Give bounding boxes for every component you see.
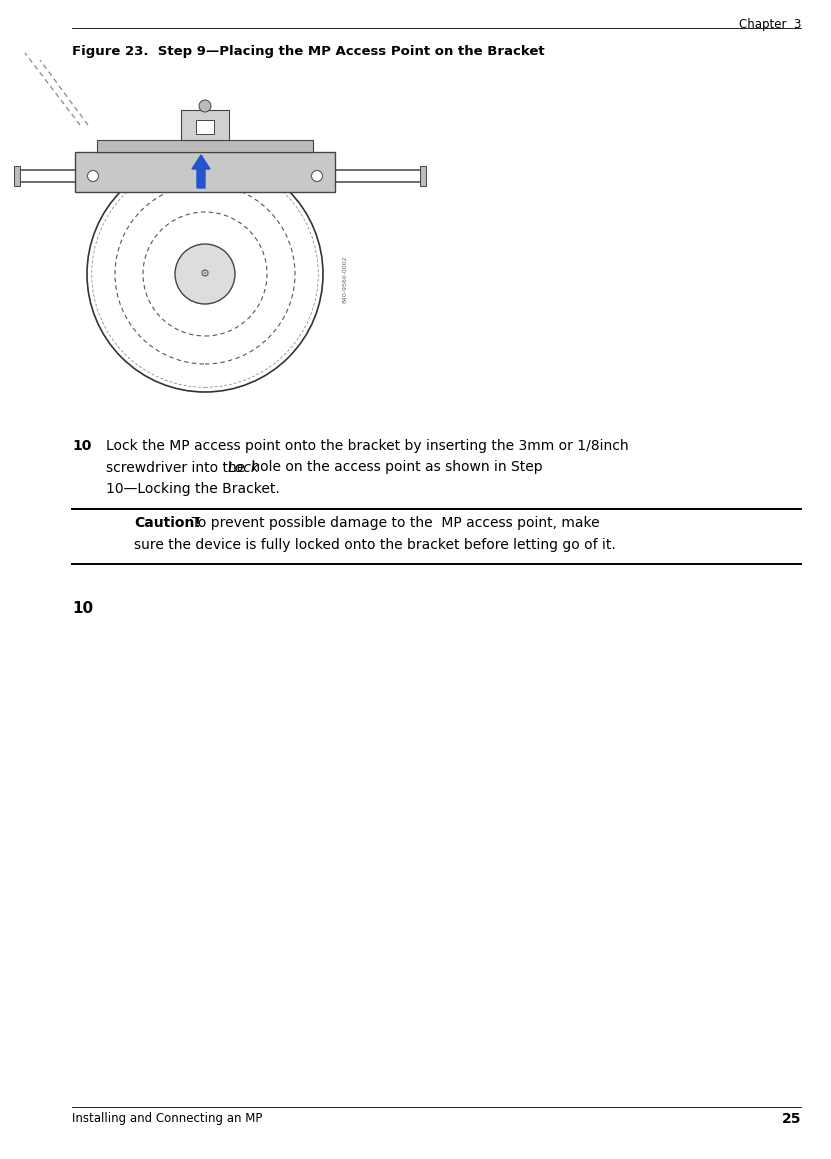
Text: Lock: Lock xyxy=(228,460,259,474)
Text: screwdriver into the: screwdriver into the xyxy=(106,460,249,474)
Bar xyxy=(14,166,20,185)
Circle shape xyxy=(87,170,99,182)
Text: Chapter  3: Chapter 3 xyxy=(739,19,801,31)
Circle shape xyxy=(199,100,211,112)
Text: To prevent possible damage to the  MP access point, make: To prevent possible damage to the MP acc… xyxy=(183,516,599,530)
Bar xyxy=(196,121,214,134)
Text: 10: 10 xyxy=(72,602,93,615)
Circle shape xyxy=(143,212,267,336)
Text: Lock the MP access point onto the bracket by inserting the 3mm or 1/8inch: Lock the MP access point onto the bracke… xyxy=(106,439,628,453)
FancyArrow shape xyxy=(192,155,210,188)
Text: 10: 10 xyxy=(72,439,91,453)
Bar xyxy=(75,152,335,192)
Text: hole on the access point as shown in Step: hole on the access point as shown in Ste… xyxy=(247,460,543,474)
Text: ⚙: ⚙ xyxy=(200,269,210,279)
Circle shape xyxy=(115,184,295,364)
Text: Installing and Connecting an MP: Installing and Connecting an MP xyxy=(72,1111,263,1125)
Bar xyxy=(420,166,426,185)
Text: 840-9560-0002: 840-9560-0002 xyxy=(342,255,347,302)
Circle shape xyxy=(312,170,322,182)
Text: 10—Locking the Bracket.: 10—Locking the Bracket. xyxy=(106,482,280,496)
Text: 25: 25 xyxy=(781,1111,801,1127)
Text: Figure 23.  Step 9—Placing the MP Access Point on the Bracket: Figure 23. Step 9—Placing the MP Access … xyxy=(72,45,544,58)
Text: sure the device is fully locked onto the bracket before letting go of it.: sure the device is fully locked onto the… xyxy=(134,538,616,552)
Circle shape xyxy=(87,156,323,392)
Text: Caution!: Caution! xyxy=(134,516,201,530)
Bar xyxy=(97,140,313,152)
Bar xyxy=(181,110,229,140)
Circle shape xyxy=(175,245,235,304)
